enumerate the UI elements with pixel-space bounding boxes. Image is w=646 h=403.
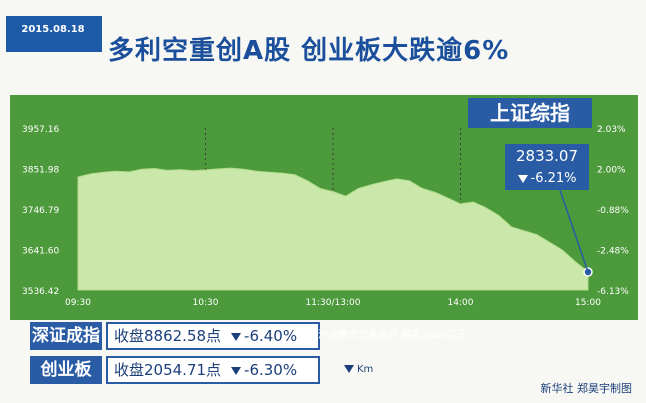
x-tick-0: 09:30 (65, 298, 91, 308)
y-tick-right-1: 2.00% (597, 166, 626, 176)
date-label: 2015.08.18 (21, 24, 85, 35)
date-ribbon (6, 16, 102, 52)
callout-change: -6.21% (505, 168, 589, 190)
y-tick-left-1: 3851.98 (22, 166, 59, 176)
down-triangle-icon (517, 174, 528, 183)
x-tick-4: 15:00 (575, 298, 601, 308)
y-tick-right-0: 2.03% (597, 125, 626, 135)
x-tick-1: 10:30 (193, 298, 219, 308)
y-tick-left-3: 3641.60 (22, 247, 59, 257)
credit: 新华社 郑昊宇制图 (540, 382, 633, 395)
y-tick-left-0: 3957.16 (22, 125, 59, 135)
callout-change-text: -6.21% (530, 171, 577, 186)
row-label-shenzhen: 深证成指 (30, 322, 102, 350)
chart-title: 上证综指 (468, 98, 592, 128)
row-change-shenzhen-wrap: -6.40% (231, 327, 297, 345)
y-tick-right-3: -2.48% (597, 247, 629, 257)
row-box-chinext: 收盘2054.71点 -6.30% (106, 356, 320, 384)
down-triangle-icon (231, 332, 242, 341)
row-change-chinext: -6.30% (244, 361, 298, 379)
headline: 多利空重创A股 创业板大跌逾6% (108, 36, 510, 66)
x-tick-3: 14:00 (448, 298, 474, 308)
row-close-chinext: 收盘2054.71点 (114, 361, 222, 379)
row-note-chinext-text: Km (357, 364, 374, 375)
series-area (77, 167, 589, 291)
y-tick-left-4: 3536.42 (22, 287, 59, 297)
row-note-shenzhen: 沪深两市交易合计 缩至5600亿元 (318, 330, 467, 341)
y-tick-left-2: 3746.79 (22, 206, 59, 216)
callout-leader (559, 189, 589, 273)
callout-value: 2833.07 (505, 144, 589, 168)
row-change-chinext-wrap: -6.30% (231, 361, 297, 379)
row-note-chinext: Km (344, 356, 373, 384)
row-close-shenzhen: 收盘8862.58点 (114, 327, 222, 345)
row-label-chinext: 创业板 (30, 356, 102, 384)
row-change-shenzhen: -6.40% (244, 327, 298, 345)
down-triangle-icon (231, 366, 242, 375)
y-tick-right-2: -0.88% (597, 206, 629, 216)
down-triangle-icon (344, 365, 354, 373)
x-tick-2: 11:30/13:00 (306, 298, 361, 308)
y-tick-right-4: -6.13% (597, 287, 629, 297)
row-box-shenzhen: 收盘8862.58点 -6.40% (106, 322, 320, 350)
